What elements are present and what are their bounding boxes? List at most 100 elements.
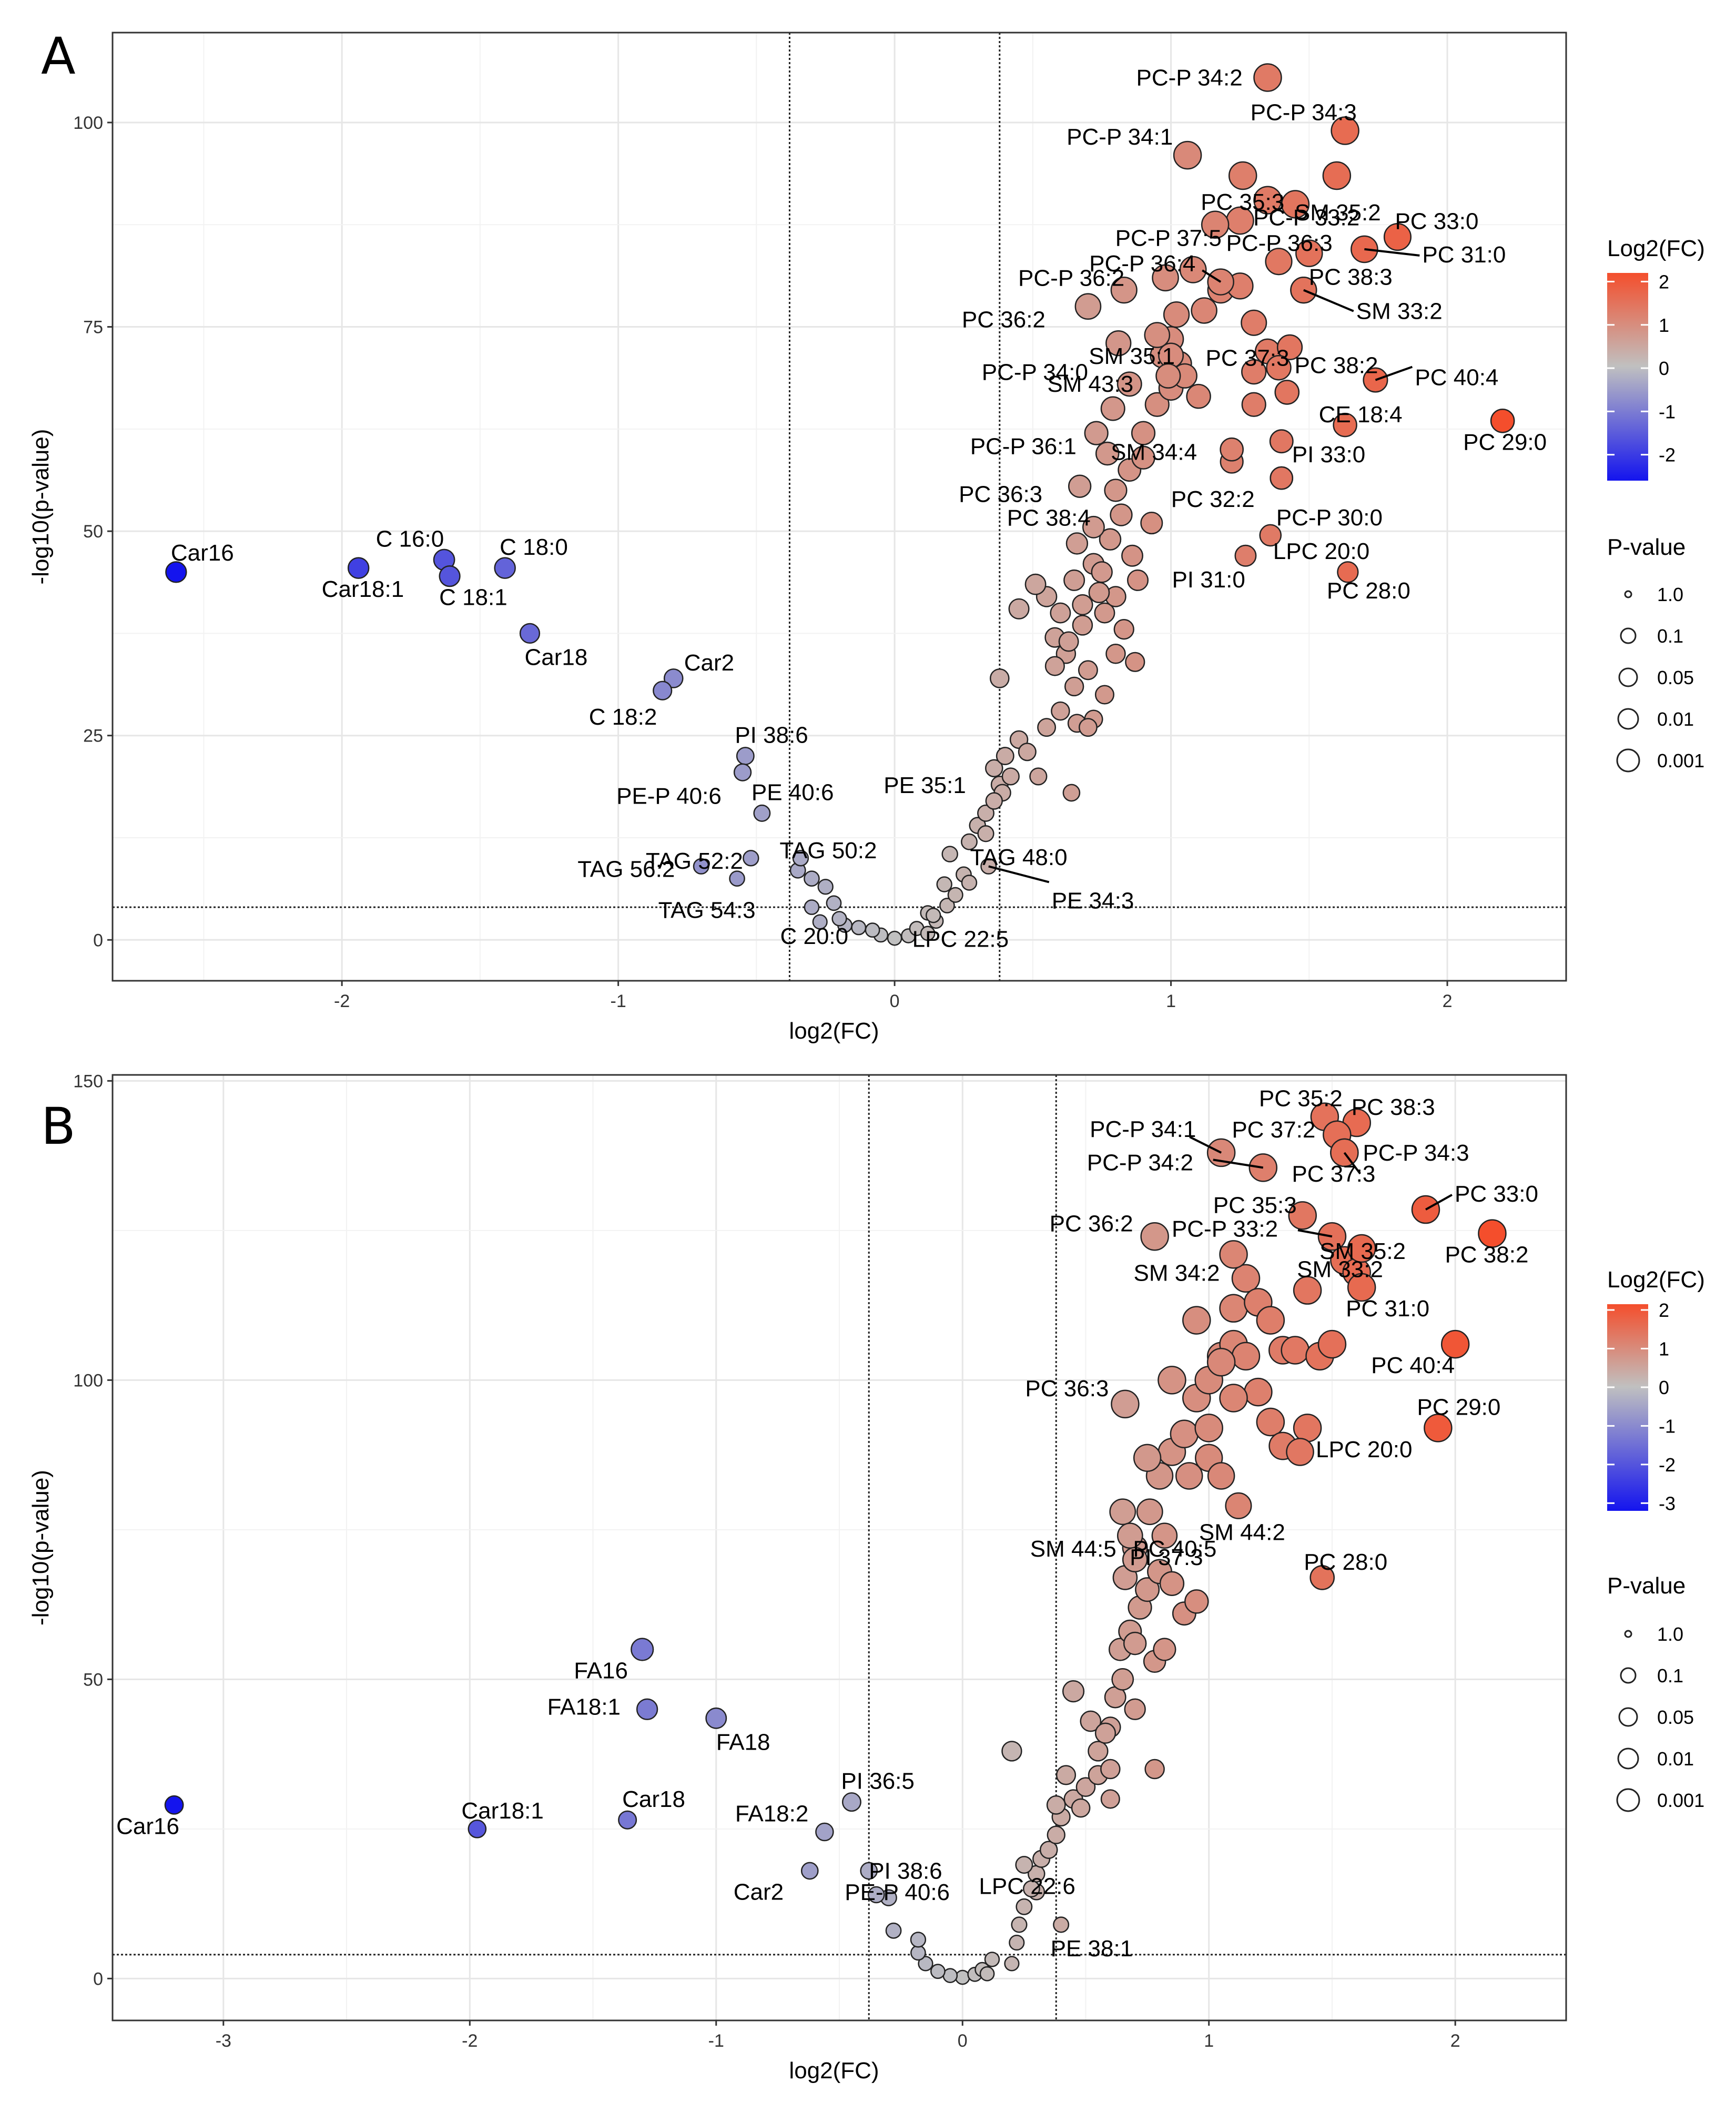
point-label: LPC 20:0 <box>1316 1437 1412 1462</box>
data-point <box>1126 569 1149 591</box>
data-point <box>1016 1898 1033 1915</box>
data-point <box>1206 1347 1236 1377</box>
point-label: PC 37:2 <box>1232 1117 1315 1143</box>
x-tick-label: 1 <box>1166 991 1176 1011</box>
data-point-labeled <box>792 850 809 867</box>
data-point <box>1170 1419 1199 1449</box>
x-tick-label: -3 <box>216 2031 231 2051</box>
data-point <box>984 1952 1000 1967</box>
label-leader-line <box>988 865 1050 883</box>
point-label: Car2 <box>734 1880 784 1905</box>
data-point <box>1194 1414 1223 1442</box>
panel-letter-a: A <box>41 27 76 86</box>
data-point-labeled <box>1234 544 1257 567</box>
legend-size-circle <box>1617 708 1639 730</box>
legend-color-tick-label: -2 <box>1659 444 1676 466</box>
data-point <box>936 876 952 892</box>
point-label: PC 29:0 <box>1417 1394 1500 1420</box>
y-tick-label: 100 <box>73 113 103 133</box>
data-point <box>1004 1956 1020 1972</box>
data-point <box>1219 1384 1248 1413</box>
point-label: PC 32:2 <box>1171 486 1255 512</box>
data-point <box>1186 383 1211 409</box>
data-point-labeled <box>439 565 461 587</box>
data-point <box>1121 544 1143 567</box>
point-label: PE-P 40:6 <box>616 784 722 809</box>
data-point <box>1219 1294 1248 1323</box>
legend-size-label: 1.0 <box>1657 1623 1683 1645</box>
legend-size-label: 0.01 <box>1657 1748 1694 1770</box>
legend-size-circle <box>1624 1630 1632 1638</box>
data-point-labeled <box>1440 1329 1470 1359</box>
x-tick-label: 0 <box>958 2031 968 2051</box>
legend-size-circle <box>1618 667 1638 687</box>
data-point <box>1256 1306 1285 1335</box>
data-point-labeled <box>800 1862 819 1880</box>
data-point-labeled <box>164 1795 184 1815</box>
data-point <box>865 922 880 938</box>
data-point-labeled <box>1068 474 1092 498</box>
data-point-labeled <box>815 1822 834 1842</box>
data-point <box>1123 1631 1147 1655</box>
grid <box>113 33 1566 981</box>
data-point <box>1001 1741 1022 1762</box>
legend-size-label: 0.1 <box>1657 1665 1683 1687</box>
point-label: Car2 <box>684 650 734 676</box>
panel-a: Car16 Car18:1 C 16:0 C 18:1 C 18:0 Car18 Car2 C… <box>28 32 1705 1044</box>
data-point <box>1050 602 1071 624</box>
point-label: PC 40:5 <box>1133 1536 1216 1562</box>
point-label: Car18 <box>622 1786 685 1812</box>
data-point <box>1144 1759 1165 1780</box>
point-label: PC-P 34:0 <box>982 360 1088 385</box>
point-label: PC 38:2 <box>1445 1242 1528 1268</box>
data-point-labeled <box>1225 1492 1252 1519</box>
data-point <box>1091 561 1113 583</box>
label-leader-line <box>1364 248 1420 257</box>
legend-size-label: 0.01 <box>1657 708 1694 730</box>
data-point <box>1116 371 1142 397</box>
data-point <box>1039 1841 1058 1859</box>
data-point <box>1110 503 1133 526</box>
data-point <box>910 1945 926 1961</box>
data-point <box>979 1966 995 1982</box>
data-point <box>1184 1589 1209 1614</box>
data-point-labeled <box>1228 161 1257 190</box>
point-label: PI 38:6 <box>735 723 808 748</box>
point-label: PI 33:0 <box>1292 442 1365 468</box>
y-axis-title: -log10(p-value) <box>28 429 54 585</box>
data-point-labeled <box>1053 1916 1070 1933</box>
data-point <box>961 875 978 891</box>
data-point <box>1055 1765 1077 1785</box>
data-point <box>1095 441 1120 466</box>
data-point <box>1295 239 1323 267</box>
data-point <box>1071 1798 1091 1818</box>
axis-ticks: -2 -1 0 1 2 0 25 50 75 100 <box>73 113 1452 1011</box>
data-point-labeled <box>1265 248 1293 276</box>
point-label: PC 31:0 <box>1346 1296 1429 1322</box>
point-label: PI 36:5 <box>841 1769 914 1794</box>
data-point <box>804 870 820 887</box>
legend-size-circle <box>1616 1788 1640 1812</box>
point-label: Car16 <box>116 1813 179 1839</box>
point-labels: Car16 Car18:1 Car18 FA16 FA18:1 FA18 FA18:2 PI … <box>116 1086 1538 1962</box>
label-leader-line <box>1425 1194 1453 1211</box>
data-point <box>989 668 1010 688</box>
point-label: PC 40:4 <box>1371 1353 1455 1378</box>
data-point <box>1241 392 1266 417</box>
data-points <box>165 63 1515 946</box>
data-point <box>918 1956 933 1972</box>
data-point <box>1099 528 1122 551</box>
label-leader-line <box>1202 269 1222 283</box>
point-label: PC 37:3 <box>1292 1161 1375 1187</box>
point-label: PC 31:0 <box>1422 242 1506 268</box>
point-label: PC 38:3 <box>1309 265 1393 290</box>
data-point <box>1082 515 1105 539</box>
data-point <box>1231 1264 1261 1293</box>
data-point <box>1094 685 1114 705</box>
data-point-labeled <box>519 623 541 644</box>
point-label: FA18 <box>716 1729 770 1755</box>
legend: Log2(FC) 2 1 0 -1 -2 -3 P-value 1.0 0.1 0.05 0.0… <box>1607 1267 1705 1812</box>
point-label: Car18:1 <box>461 1798 544 1824</box>
data-point <box>955 1969 970 1985</box>
